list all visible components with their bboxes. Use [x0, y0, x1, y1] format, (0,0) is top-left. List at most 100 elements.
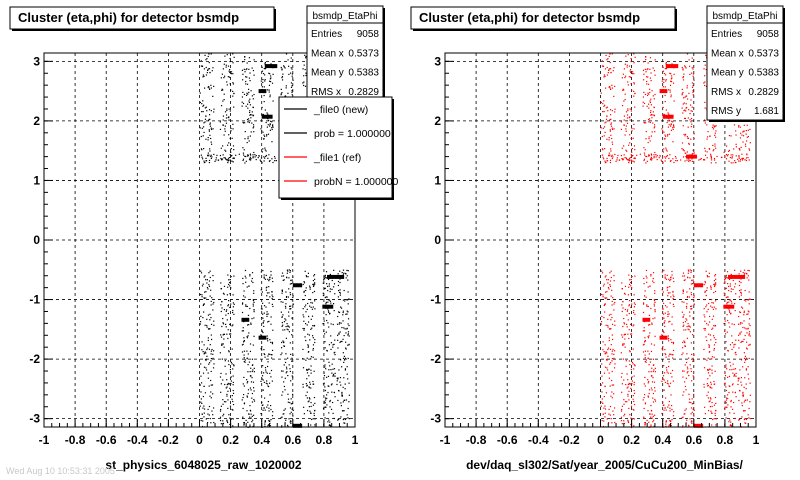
data-point: [252, 364, 254, 366]
data-point: [688, 398, 691, 400]
data-point: [291, 375, 293, 377]
data-point: [248, 323, 250, 326]
data-point: [209, 270, 211, 272]
data-point: [645, 138, 647, 140]
data-point: [282, 314, 284, 316]
data-point: [669, 382, 672, 384]
data-point: [280, 370, 283, 372]
data-point: [287, 59, 289, 61]
data-point: [229, 387, 231, 389]
data-point: [255, 158, 257, 161]
data-point: [653, 106, 655, 108]
data-point: [609, 405, 612, 408]
data-point: [715, 130, 717, 132]
data-point: [692, 360, 694, 362]
data-point: [667, 365, 670, 368]
data-point: [271, 141, 273, 143]
data-point: [263, 305, 266, 307]
data-point: [231, 398, 233, 400]
data-point: [199, 127, 201, 129]
data-point: [648, 371, 650, 373]
data-point: [707, 372, 710, 374]
data-point: [202, 351, 204, 353]
data-point: [333, 417, 335, 420]
data-point: [205, 297, 207, 299]
data-point: [622, 344, 624, 346]
data-point: [260, 271, 262, 273]
data-point: [339, 281, 341, 284]
data-point: [601, 154, 603, 156]
data-point: [201, 156, 203, 158]
data-point: [201, 103, 203, 105]
data-point: [665, 74, 667, 76]
data-point: [745, 159, 748, 162]
data-point: [749, 335, 751, 337]
data-point: [308, 386, 310, 388]
data-point: [312, 404, 315, 406]
data-point: [663, 78, 665, 81]
data-point: [728, 278, 731, 281]
data-point: [200, 270, 202, 272]
data-point: [269, 353, 271, 355]
data-point: [738, 124, 740, 127]
data-point: [241, 69, 244, 71]
data-point: [630, 417, 632, 419]
data-point: [685, 103, 687, 105]
data-cluster: [728, 274, 746, 279]
data-point: [628, 304, 631, 306]
data-point: [725, 364, 727, 366]
data-point: [648, 155, 650, 157]
stats-value: 9058: [357, 29, 380, 40]
data-point: [223, 413, 225, 415]
data-point: [666, 371, 668, 373]
data-point: [232, 53, 234, 55]
data-point: [632, 398, 634, 400]
data-point: [611, 316, 613, 319]
stats-value: 0.2829: [348, 87, 379, 98]
data-point: [680, 159, 682, 161]
data-point: [653, 387, 656, 389]
data-point: [682, 292, 684, 294]
data-point: [662, 114, 664, 116]
data-point: [633, 400, 635, 403]
data-point: [281, 275, 283, 277]
data-point: [624, 63, 626, 65]
data-point: [652, 114, 654, 116]
data-point: [618, 159, 621, 161]
data-point: [648, 93, 650, 95]
data-point: [281, 68, 283, 70]
data-point: [325, 301, 327, 304]
data-point: [290, 305, 292, 307]
data-point: [685, 133, 687, 135]
data-point: [623, 292, 626, 294]
data-point: [738, 289, 741, 292]
data-point: [724, 279, 726, 281]
data-point: [633, 309, 635, 312]
data-point: [708, 344, 710, 346]
data-point: [269, 129, 272, 131]
data-point: [650, 153, 653, 155]
data-point: [291, 85, 293, 87]
data-point: [247, 314, 250, 317]
data-point: [703, 367, 706, 369]
data-point: [306, 308, 308, 310]
data-point: [229, 71, 231, 74]
data-point: [668, 404, 670, 406]
data-point: [332, 373, 335, 376]
data-point: [738, 418, 741, 421]
data-point: [337, 377, 339, 379]
data-point: [305, 323, 307, 325]
data-point: [740, 376, 743, 379]
data-point: [671, 419, 673, 421]
data-point: [672, 349, 675, 352]
data-point: [704, 327, 706, 330]
data-point: [343, 359, 346, 361]
data-point: [289, 308, 291, 310]
data-point: [224, 55, 226, 57]
data-point: [628, 65, 631, 67]
data-point: [222, 115, 225, 117]
data-point: [612, 297, 614, 299]
data-point: [729, 412, 731, 414]
data-point: [243, 93, 246, 95]
data-point: [623, 154, 625, 156]
